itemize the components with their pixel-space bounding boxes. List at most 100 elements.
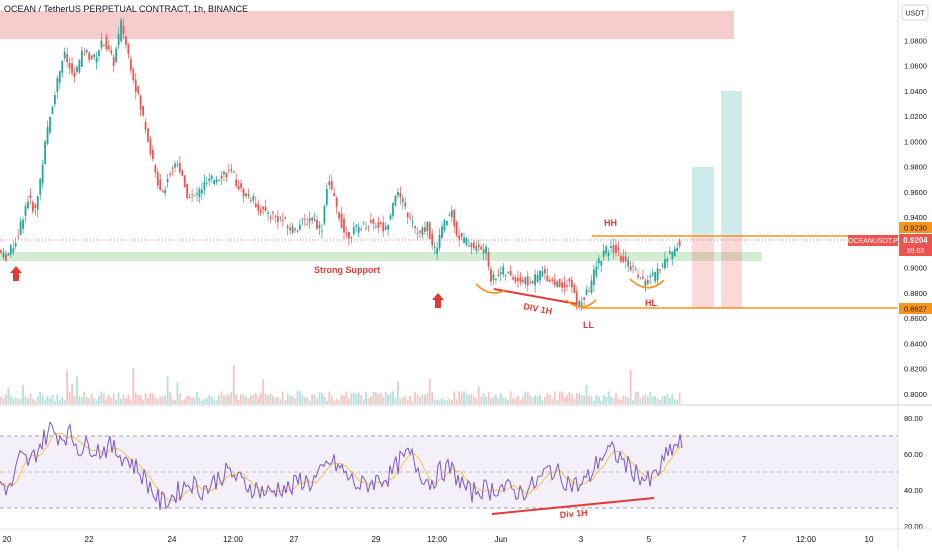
volume-bar xyxy=(181,400,184,404)
candle-body xyxy=(316,219,318,229)
candle-body xyxy=(622,256,625,263)
candle-body xyxy=(210,175,213,180)
volume-bar xyxy=(98,396,100,404)
candle-body xyxy=(610,245,612,248)
candle-body xyxy=(605,246,608,254)
price-tick-label: 1.0000 xyxy=(904,137,927,146)
arc-hl xyxy=(629,278,665,289)
candle-body xyxy=(83,53,86,55)
candle-body xyxy=(208,178,211,182)
symbol-badge xyxy=(848,235,898,246)
candle-body xyxy=(311,217,314,221)
volume-bar xyxy=(0,396,2,404)
candle-body xyxy=(534,274,536,286)
currency-button[interactable] xyxy=(901,4,929,21)
candle-body xyxy=(230,168,233,171)
volume-bar xyxy=(634,391,637,404)
candle-body xyxy=(183,175,186,188)
volume-bar xyxy=(242,394,245,404)
candle-body xyxy=(80,50,83,67)
volume-bar xyxy=(470,393,473,404)
volume-bar xyxy=(169,391,171,404)
candle-body xyxy=(71,63,73,74)
price-tick-label: 0.9000 xyxy=(904,264,927,273)
candle-body xyxy=(9,245,12,255)
volume-bar xyxy=(232,365,235,404)
volume-bar xyxy=(142,399,144,404)
volume-bar xyxy=(664,395,666,404)
candle-body xyxy=(132,69,135,81)
candle-body xyxy=(144,122,147,130)
time-axis[interactable]: 20 22 24 12:00 27 29 12:00 Jun 3 5 7 12:00 10 xyxy=(3,535,874,544)
volume-bar xyxy=(245,396,247,404)
candle-body xyxy=(548,280,551,282)
candle-body xyxy=(431,233,434,246)
candle-body xyxy=(629,266,632,271)
candle-body xyxy=(29,195,32,198)
candle-body xyxy=(279,217,282,219)
price-tick-label: 0.8200 xyxy=(904,365,927,374)
candle-body xyxy=(107,45,110,50)
candle-body xyxy=(286,226,289,229)
candle-body xyxy=(223,171,225,175)
volume-bar xyxy=(622,395,625,404)
volume-bar xyxy=(357,392,360,404)
volume-bar xyxy=(524,391,527,404)
candle-body xyxy=(318,224,321,228)
candle-body xyxy=(323,206,326,224)
candle-body xyxy=(225,173,228,178)
candle-body xyxy=(237,185,240,190)
candle-body xyxy=(85,49,88,53)
hl-label: HL xyxy=(645,298,657,308)
resistance-price-text: 0.9230 xyxy=(904,224,927,233)
candle-body xyxy=(517,278,519,282)
candle-body xyxy=(17,235,20,237)
volume-bar xyxy=(154,396,157,404)
volume-bar xyxy=(22,384,24,404)
candle-body xyxy=(394,195,397,206)
volume-bar xyxy=(321,392,323,404)
price-divergence-line xyxy=(493,288,578,305)
candle-body xyxy=(127,44,130,55)
candle-body xyxy=(178,163,181,173)
candle-body xyxy=(659,269,661,271)
volume-bar xyxy=(44,400,46,404)
volume-bar xyxy=(147,397,149,404)
candle-body xyxy=(399,192,402,198)
volume-bar xyxy=(536,395,539,404)
candle-body xyxy=(553,279,556,285)
candle-body xyxy=(46,127,49,145)
candlesticks xyxy=(0,17,681,311)
candle-body xyxy=(570,279,573,288)
volume-bar xyxy=(465,393,468,404)
volume-bar xyxy=(374,392,377,404)
volume-bar xyxy=(259,392,262,404)
candle-body xyxy=(597,258,600,264)
volume-bar xyxy=(433,399,436,404)
volume-bar xyxy=(306,397,309,404)
volume-bar xyxy=(17,398,20,404)
candle-body xyxy=(27,201,29,209)
candle-body xyxy=(120,20,122,42)
volume-bar xyxy=(201,400,203,404)
volume-bar xyxy=(583,395,585,404)
volume-bar xyxy=(301,394,304,404)
price-tick-label: 0.8800 xyxy=(904,289,927,298)
price-tick-label: 0.9400 xyxy=(904,213,927,222)
candle-body xyxy=(39,178,42,195)
volume-bar xyxy=(41,394,44,404)
volume-bar xyxy=(178,393,181,404)
time-tick-label: Jun xyxy=(495,535,508,544)
volume-bar xyxy=(269,393,272,404)
volume-bar xyxy=(225,394,228,404)
symbol-badge-text: OCEANUSDT.P xyxy=(848,238,898,245)
volume-bar xyxy=(193,397,196,404)
candle-body xyxy=(345,233,348,235)
candle-body xyxy=(409,217,412,219)
price-tick-label: 0.8000 xyxy=(904,390,927,399)
candle-body xyxy=(61,60,64,73)
rsi-axis[interactable]: 80.00 60.00 40.00 20.00 xyxy=(904,414,923,531)
candle-body xyxy=(578,300,581,307)
projection-stop-1 xyxy=(692,237,714,308)
